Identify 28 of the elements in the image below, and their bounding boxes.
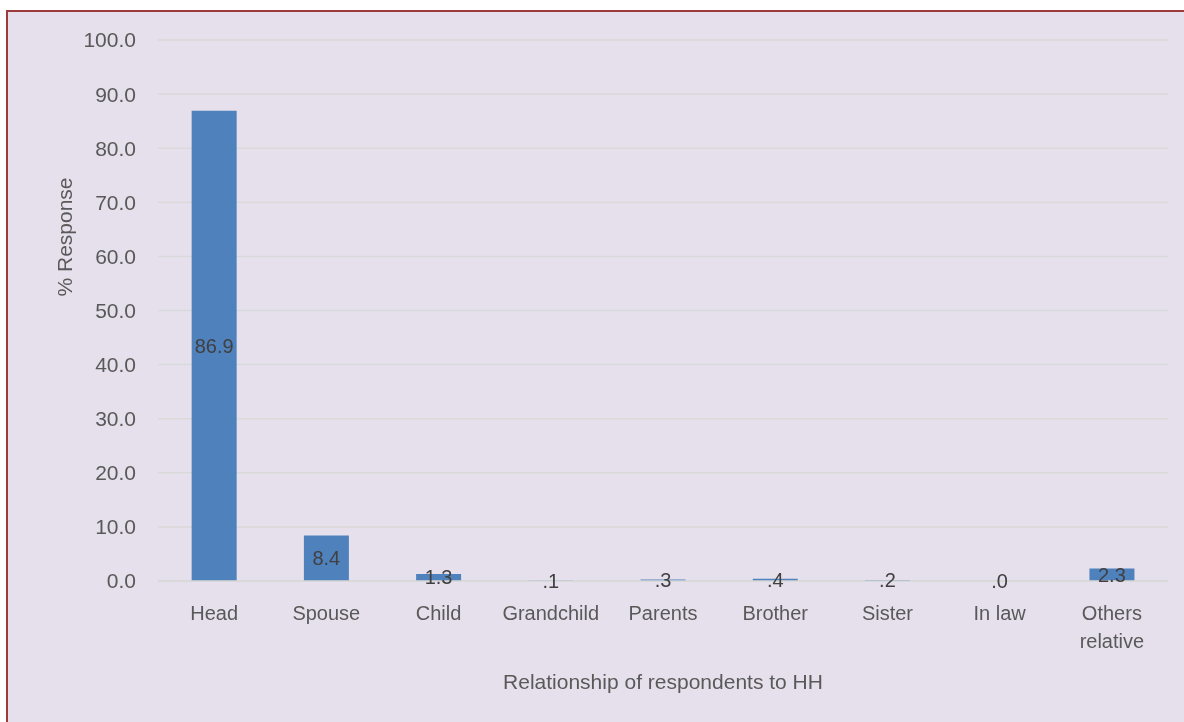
data-label: .0	[991, 570, 1009, 592]
y-axis-title: % Response	[52, 177, 76, 297]
x-tick-label: Head	[190, 602, 239, 624]
data-label: 8.4	[312, 547, 341, 570]
data-label: 86.9	[194, 334, 234, 357]
y-tick-label: 0.0	[106, 569, 136, 593]
y-tick-label: 40.0	[95, 353, 136, 377]
x-tick-label: Others relative	[1079, 602, 1145, 652]
y-tick-label: 20.0	[95, 461, 136, 485]
x-tick-label: Sister	[861, 602, 914, 624]
y-tick-label: 50.0	[95, 298, 136, 322]
y-tick-label: 10.0	[95, 515, 136, 539]
x-tick-label: Parents	[628, 602, 698, 624]
x-tick-label: Brother	[742, 602, 809, 624]
x-tick-label: Spouse	[292, 602, 361, 624]
y-tick-label: 30.0	[95, 407, 136, 431]
data-label: .3	[654, 569, 672, 592]
y-tick-label: 70.0	[95, 190, 136, 214]
y-tick-label: 90.0	[95, 82, 136, 106]
x-tick-label: Grandchild	[502, 602, 600, 624]
x-axis-title: Relationship of respondents to HH	[503, 669, 823, 693]
y-tick-label: 80.0	[95, 136, 136, 160]
y-tick-label: 100.0	[83, 28, 136, 52]
y-tick-label: 60.0	[95, 244, 136, 268]
data-label: .2	[879, 569, 896, 592]
x-tick-label: In law	[973, 602, 1027, 624]
x-tick-label: Child	[415, 602, 462, 624]
data-label: .1	[542, 569, 560, 592]
